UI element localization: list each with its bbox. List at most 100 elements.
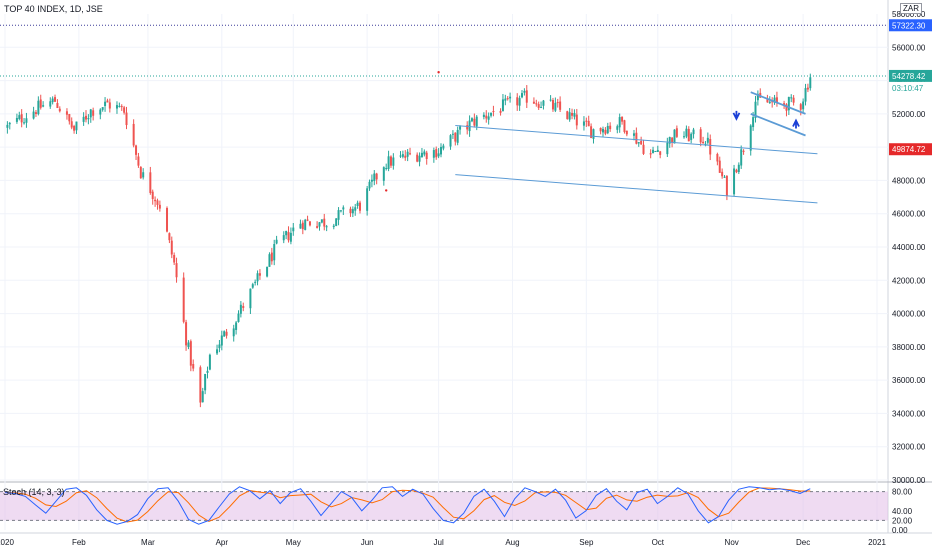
candle-body xyxy=(523,90,526,93)
candle-body xyxy=(156,200,159,205)
candle-body xyxy=(389,156,392,166)
candle-body xyxy=(585,120,588,122)
price-tick-label: 40000.00 xyxy=(892,310,926,319)
candle-body xyxy=(423,151,426,155)
candle-body xyxy=(749,125,752,151)
price-tick-label: 32000.00 xyxy=(892,443,926,452)
candle-body xyxy=(249,288,252,309)
candle-body xyxy=(356,202,359,207)
price-tick-label: 46000.00 xyxy=(892,210,926,219)
price-tick-label: 48000.00 xyxy=(892,176,926,185)
candle-body xyxy=(73,126,76,131)
candle-body xyxy=(475,116,478,127)
candle-body xyxy=(640,140,643,145)
candle-body xyxy=(637,142,640,144)
candle-body xyxy=(87,118,90,120)
candle-body xyxy=(466,125,469,130)
candle-body xyxy=(82,116,85,122)
candle-body xyxy=(666,142,669,155)
candle-body xyxy=(323,218,326,227)
stoch-tick-label: 0.00 xyxy=(892,526,908,535)
candle-body xyxy=(733,168,736,195)
price-tick-label: 56000.00 xyxy=(892,43,926,52)
candle-body xyxy=(804,88,807,102)
candle-body xyxy=(582,121,585,126)
candle-body xyxy=(551,100,554,110)
candle-body xyxy=(671,137,674,143)
stoch-label: Stoch (14, 3, 3) xyxy=(3,487,65,497)
candle-body xyxy=(358,202,361,211)
candle-body xyxy=(621,116,624,122)
candle-body xyxy=(592,129,595,139)
candle-body xyxy=(287,232,290,241)
candle-body xyxy=(773,97,776,103)
flag-lower-line xyxy=(750,113,806,137)
candle-body xyxy=(649,153,652,155)
time-tick-label: Aug xyxy=(505,538,519,547)
candle-body xyxy=(771,101,774,103)
candle-body xyxy=(108,102,111,109)
candle-body xyxy=(332,225,335,228)
marker-dot xyxy=(437,71,440,74)
candle-body xyxy=(406,151,409,157)
candle-body xyxy=(723,176,726,178)
candle-body xyxy=(482,114,485,117)
candle-body xyxy=(189,341,192,366)
candle-body xyxy=(137,156,140,166)
candle-body xyxy=(542,100,545,106)
candle-body xyxy=(409,153,412,155)
candle-body xyxy=(101,107,104,110)
candle-body xyxy=(459,126,462,130)
candle-body xyxy=(449,135,452,147)
candle-body xyxy=(187,342,190,347)
candle-body xyxy=(437,153,440,157)
time-tick-label: Oct xyxy=(652,538,665,547)
candle-body xyxy=(235,322,238,330)
candle-body xyxy=(442,145,445,149)
stoch-band xyxy=(0,491,888,521)
countdown-bg xyxy=(889,81,932,94)
price-tick-label: 36000.00 xyxy=(892,376,926,385)
candle-body xyxy=(768,101,771,104)
candle-body xyxy=(201,391,204,403)
stoch-k-line xyxy=(4,486,811,525)
candle-body xyxy=(158,204,161,209)
time-tick-label: 2021 xyxy=(868,538,886,547)
candle-body xyxy=(566,111,569,119)
candle-body xyxy=(342,207,345,210)
candle-body xyxy=(756,93,759,101)
candle-body xyxy=(154,199,157,202)
candle-body xyxy=(56,102,59,109)
candle-body xyxy=(368,181,371,189)
candle-body xyxy=(299,223,302,229)
candle-body xyxy=(754,101,757,118)
candle-body xyxy=(120,106,123,108)
marker-price-label: 49874.72 xyxy=(892,145,926,154)
candle-body xyxy=(204,373,207,391)
candle-body xyxy=(702,141,705,143)
candle-body xyxy=(737,164,740,173)
candle-body xyxy=(470,118,473,122)
candle-body xyxy=(51,98,54,103)
candle-body xyxy=(218,344,221,349)
candle-body xyxy=(425,152,428,159)
candle-body xyxy=(742,150,745,152)
candle-body xyxy=(254,281,257,283)
candle-body xyxy=(166,207,169,232)
candle-body xyxy=(99,109,102,115)
candle-body xyxy=(8,122,11,125)
candle-body xyxy=(706,137,709,143)
candle-body xyxy=(668,137,671,144)
arrow-up-icon xyxy=(792,118,800,129)
candle-body xyxy=(18,115,21,119)
currency-badge[interactable]: ZAR xyxy=(900,3,922,14)
candle-body xyxy=(716,153,719,162)
candle-body xyxy=(266,266,269,277)
candle-body xyxy=(632,133,635,136)
candle-body xyxy=(173,255,176,263)
candle-body xyxy=(58,108,61,112)
candle-body xyxy=(499,110,502,113)
candle-body xyxy=(237,313,240,322)
candle-body xyxy=(170,240,173,255)
candle-body xyxy=(65,111,68,115)
